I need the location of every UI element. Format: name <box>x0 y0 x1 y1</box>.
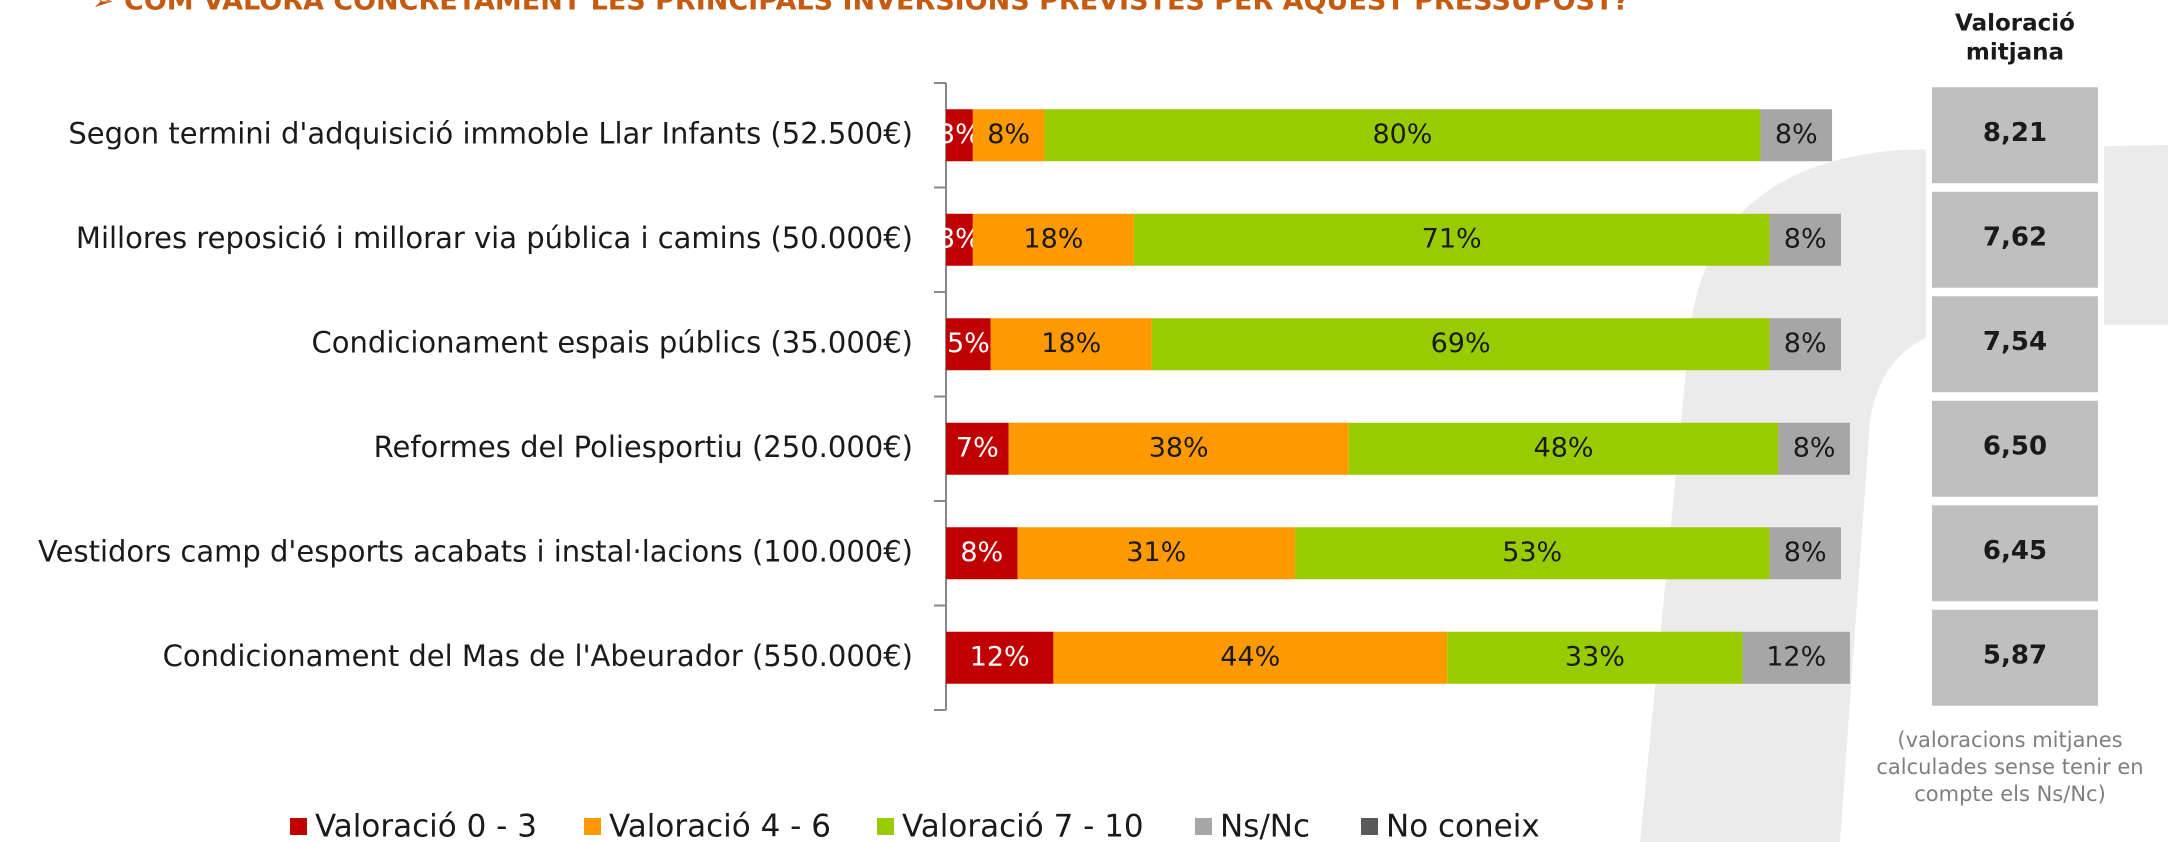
bar-segment <box>1447 631 1743 684</box>
data-label: 8% <box>960 537 1003 568</box>
bar-segment <box>946 631 1054 684</box>
average-value: 6,50 <box>1983 431 2047 461</box>
data-label: 33% <box>1565 641 1625 672</box>
data-label: 8% <box>1784 328 1827 359</box>
panel-note: (valoracions mitjanes <box>1897 728 2122 752</box>
bar-segment <box>1769 318 1841 371</box>
average-value: 8,21 <box>1983 118 2047 148</box>
bar-segment <box>946 213 973 266</box>
data-label: 71% <box>1422 223 1482 254</box>
average-box <box>1932 87 2098 184</box>
average-box <box>1932 400 2098 497</box>
bar-segment <box>1044 109 1761 162</box>
bar-segment <box>1760 109 1833 162</box>
legend-label: Valoració 4 - 6 <box>609 809 831 842</box>
data-label: 8% <box>1793 432 1836 463</box>
data-label: 8% <box>987 119 1030 150</box>
bar-segment <box>1769 527 1841 580</box>
category-label: Condicionament espais públics (35.000€) <box>312 325 913 359</box>
bar-segment <box>990 318 1152 371</box>
bar-segment <box>1769 213 1841 266</box>
legend-swatch <box>290 818 307 835</box>
bar-segment <box>1008 422 1349 475</box>
legend-label: No coneix <box>1386 809 1540 842</box>
average-value: 7,54 <box>1983 327 2047 357</box>
data-label: 80% <box>1372 119 1432 150</box>
category-label: Segon termini d'adquisició immoble Llar … <box>68 116 913 150</box>
bar-segment <box>946 527 1018 580</box>
category-label: Vestidors camp d'esports acabats i insta… <box>38 534 913 568</box>
average-box <box>1932 296 2098 393</box>
average-value: 7,62 <box>1983 222 2047 252</box>
title-bullet: ➢ <box>92 0 114 17</box>
panel-note: calculades sense tenir en <box>1876 755 2143 779</box>
data-label: 12% <box>1766 641 1826 672</box>
data-label: 5% <box>947 328 990 359</box>
legend-label: Ns/Nc <box>1220 809 1310 842</box>
legend-swatch <box>877 818 894 835</box>
average-box <box>1932 609 2098 706</box>
data-label: 18% <box>1023 223 1083 254</box>
average-box <box>1932 191 2098 288</box>
legend-label: Valoració 0 - 3 <box>315 809 537 842</box>
bar-segment <box>1742 631 1850 684</box>
panel-note: compte els Ns/Nc) <box>1914 782 2106 806</box>
bar-segment <box>1053 631 1448 684</box>
category-label: Millores reposició i millorar via públic… <box>76 221 913 255</box>
data-label: 7% <box>956 432 999 463</box>
category-label: Condicionament del Mas de l'Abeurador (5… <box>163 639 913 673</box>
data-label: 48% <box>1534 432 1594 463</box>
legend-swatch <box>584 818 601 835</box>
bar-segment <box>972 109 1045 162</box>
chart-title: COM VALORA CONCRETAMENT LES PRINCIPALS I… <box>124 0 1629 17</box>
data-label: 18% <box>1041 328 1101 359</box>
bar-segment <box>1348 422 1779 475</box>
bar-segment <box>1017 527 1296 580</box>
bar-segment <box>946 109 973 162</box>
data-label: 69% <box>1431 328 1491 359</box>
category-label: Reformes del Poliesportiu (250.000€) <box>374 430 913 464</box>
data-label: 8% <box>1784 223 1827 254</box>
bar-segment <box>1133 213 1770 266</box>
bar-segment <box>1295 527 1770 580</box>
legend-label: Valoració 7 - 10 <box>902 809 1144 842</box>
bar-segment <box>972 213 1134 266</box>
average-value: 6,45 <box>1983 536 2047 566</box>
panel-title: mitjana <box>1966 40 2064 66</box>
panel-title: Valoració <box>1955 11 2075 37</box>
data-label: 44% <box>1220 641 1280 672</box>
data-label: 38% <box>1149 432 1209 463</box>
data-label: 12% <box>970 641 1030 672</box>
legend-swatch <box>1361 818 1378 835</box>
data-label: 8% <box>1784 537 1827 568</box>
data-label: 53% <box>1502 537 1562 568</box>
data-label: 31% <box>1126 537 1186 568</box>
average-box <box>1932 505 2098 602</box>
bar-segment <box>946 318 991 371</box>
data-label: 8% <box>1775 119 1818 150</box>
average-value: 5,87 <box>1983 640 2047 670</box>
legend-swatch <box>1195 818 1212 835</box>
bar-segment <box>946 422 1009 475</box>
bar-segment <box>1778 422 1850 475</box>
bar-segment <box>1151 318 1770 371</box>
